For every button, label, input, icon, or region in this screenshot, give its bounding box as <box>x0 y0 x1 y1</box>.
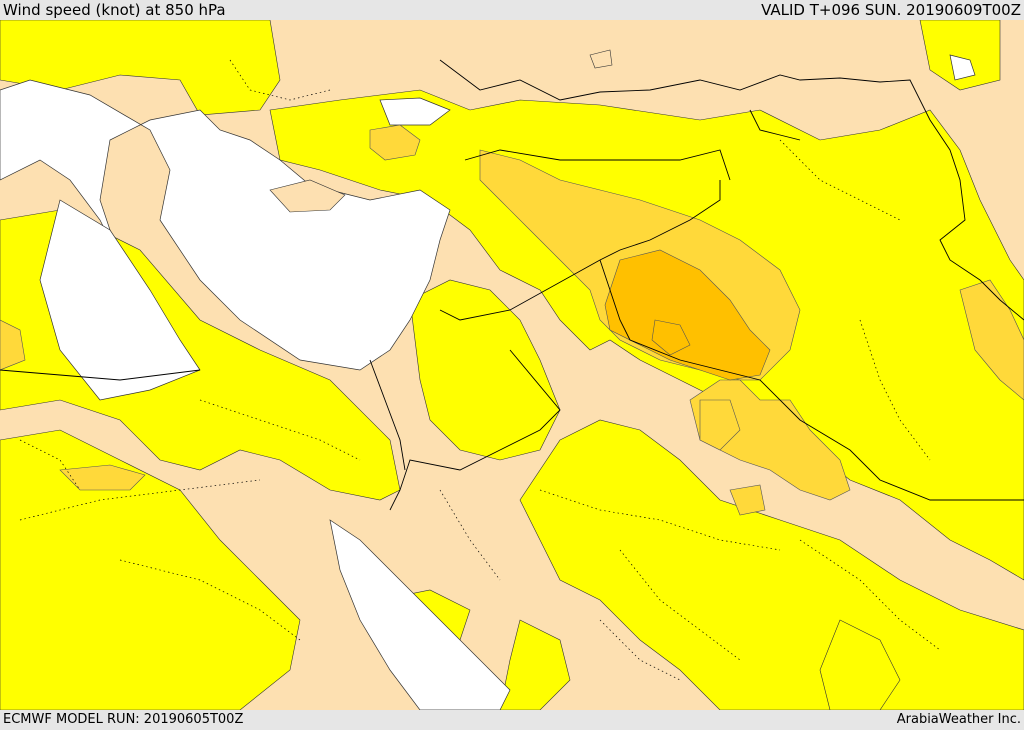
model-run: ECMWF MODEL RUN: 20190605T00Z <box>3 712 244 727</box>
wind-band-high <box>604 249 771 381</box>
islands <box>269 49 613 213</box>
map-header: Wind speed (knot) at 850 hPa VALID T+096… <box>0 0 1024 20</box>
wind-speed-map[interactable] <box>0 20 1024 710</box>
map-title: Wind speed (knot) at 850 hPa <box>3 1 226 19</box>
valid-time: VALID T+096 SUN. 20190609T00Z <box>761 1 1021 19</box>
province-borders <box>19 59 941 681</box>
credit-text: ArabiaWeather Inc. <box>896 712 1021 727</box>
map-footer: ECMWF MODEL RUN: 20190605T00Z ArabiaWeat… <box>0 710 1024 730</box>
sea-areas <box>0 54 976 710</box>
country-borders <box>0 59 1024 511</box>
